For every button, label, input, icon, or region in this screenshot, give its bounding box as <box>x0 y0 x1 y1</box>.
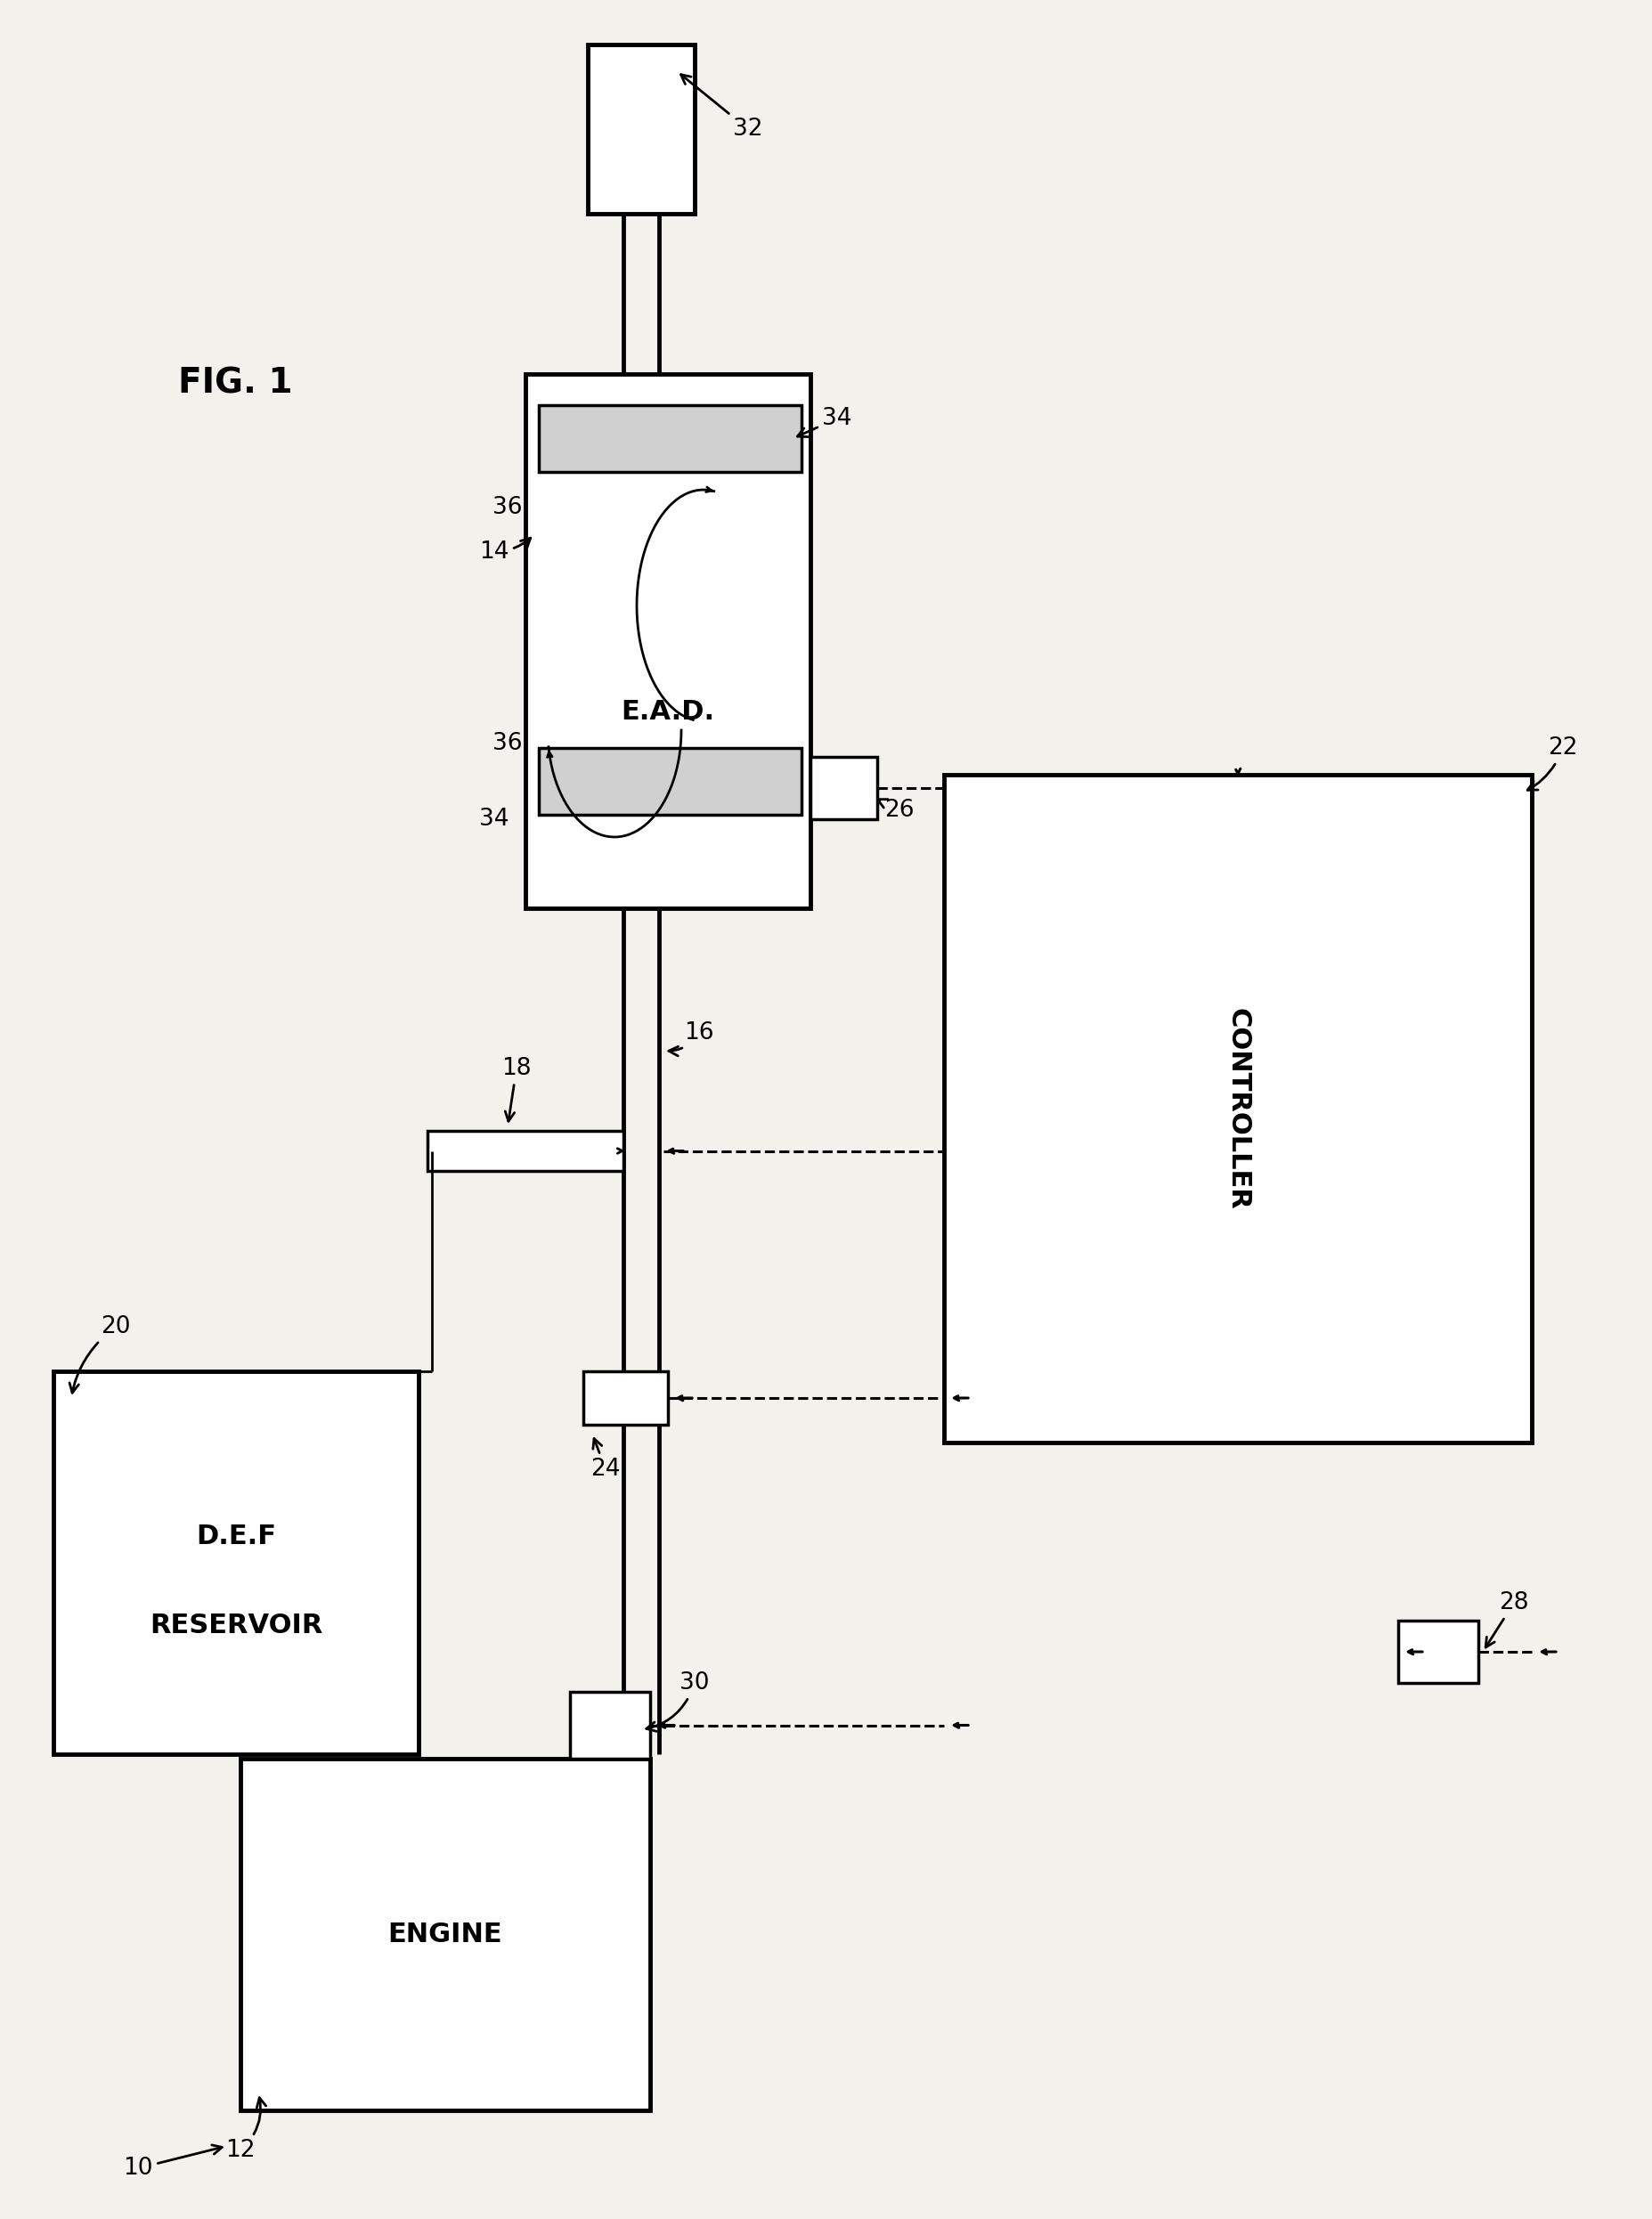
Text: 16: 16 <box>669 1021 714 1056</box>
Bar <box>539 748 801 814</box>
Text: CONTROLLER: CONTROLLER <box>1224 1007 1251 1209</box>
Text: 36: 36 <box>492 497 522 519</box>
Text: FIG. 1: FIG. 1 <box>178 366 292 399</box>
Text: E.A.D.: E.A.D. <box>621 699 714 726</box>
Text: ENGINE: ENGINE <box>388 1922 502 1948</box>
Bar <box>539 406 801 473</box>
Bar <box>240 1760 649 2110</box>
Text: 22: 22 <box>1526 737 1578 790</box>
Bar <box>525 375 809 908</box>
Text: 18: 18 <box>501 1056 532 1121</box>
Bar <box>570 1691 649 1760</box>
Bar <box>588 44 694 213</box>
Text: D.E.F: D.E.F <box>197 1522 276 1549</box>
Bar <box>428 1132 623 1172</box>
Text: 30: 30 <box>646 1671 709 1731</box>
Text: 12: 12 <box>225 2097 266 2161</box>
Text: 36: 36 <box>492 732 522 754</box>
Bar <box>53 1371 418 1755</box>
Bar <box>583 1371 667 1425</box>
Text: 24: 24 <box>590 1438 620 1480</box>
Text: 14: 14 <box>479 537 530 564</box>
Text: 34: 34 <box>796 406 851 437</box>
Bar <box>943 774 1531 1442</box>
Text: 34: 34 <box>479 808 509 830</box>
Text: 28: 28 <box>1485 1591 1528 1646</box>
Text: RESERVOIR: RESERVOIR <box>149 1613 322 1638</box>
Text: 32: 32 <box>681 75 763 140</box>
Bar <box>809 757 877 819</box>
Text: 10: 10 <box>122 2146 221 2179</box>
Bar <box>1398 1620 1477 1682</box>
Text: 26: 26 <box>877 799 914 821</box>
Text: 20: 20 <box>69 1316 131 1394</box>
